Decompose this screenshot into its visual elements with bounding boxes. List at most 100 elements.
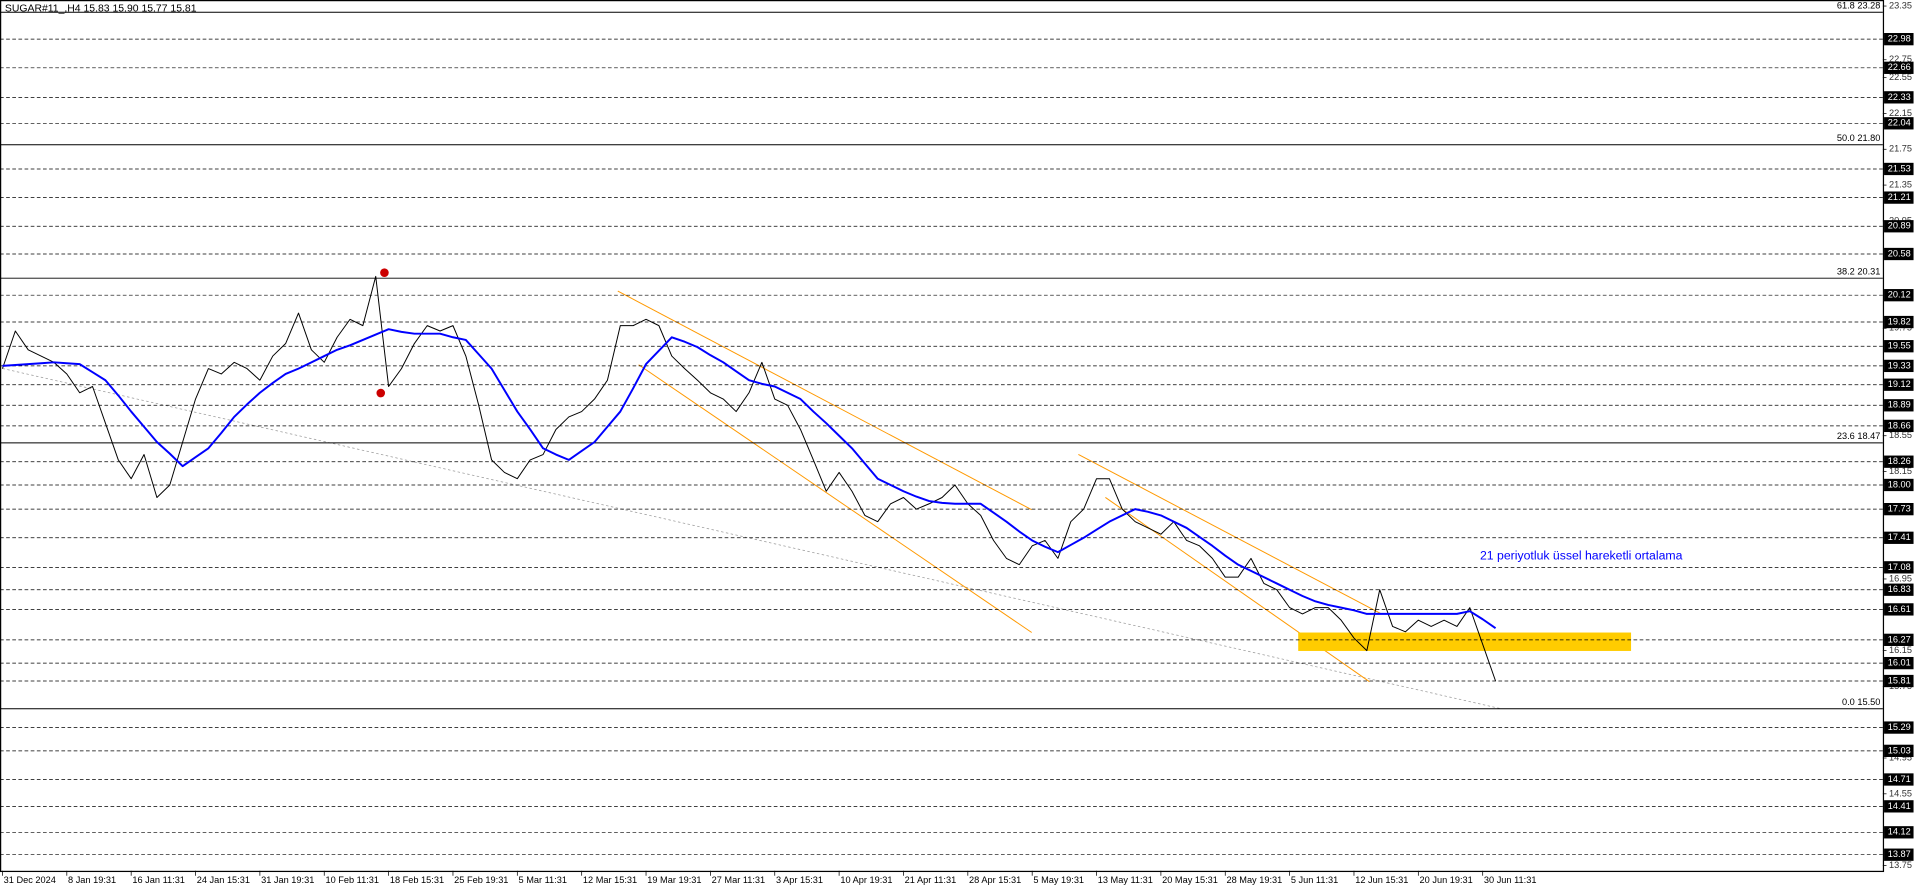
level-label: 17.73 bbox=[1888, 504, 1911, 514]
level-tag bbox=[1884, 721, 1914, 734]
level-tag bbox=[1884, 744, 1914, 757]
y-tick-label: 23.35 bbox=[1889, 0, 1912, 10]
y-tick-label: 22.75 bbox=[1889, 54, 1912, 64]
level-tag bbox=[1884, 848, 1914, 861]
level-label: 15.03 bbox=[1888, 745, 1911, 755]
y-tick-label: 21.35 bbox=[1889, 180, 1912, 190]
level-label: 21.21 bbox=[1888, 192, 1911, 202]
level-tag bbox=[1884, 378, 1914, 391]
level-label: 22.66 bbox=[1888, 62, 1911, 72]
x-tick-label: 8 Jan 19:31 bbox=[68, 875, 116, 885]
level-tag bbox=[1884, 289, 1914, 302]
level-label: 15.29 bbox=[1888, 722, 1911, 732]
level-tag bbox=[1884, 191, 1914, 204]
level-label: 19.33 bbox=[1888, 360, 1911, 370]
x-tick-label: 19 Mar 19:31 bbox=[647, 875, 701, 885]
y-tick-label: 18.55 bbox=[1889, 430, 1912, 440]
level-tag bbox=[1884, 340, 1914, 353]
level-label: 20.12 bbox=[1888, 290, 1911, 300]
level-tag bbox=[1884, 315, 1914, 329]
marker bbox=[376, 388, 386, 398]
y-tick-label: 13.75 bbox=[1889, 860, 1912, 870]
y-tick-label: 22.15 bbox=[1889, 108, 1912, 118]
level-label: 16.27 bbox=[1888, 634, 1911, 644]
level-tag bbox=[1884, 531, 1914, 544]
level-label: 18.26 bbox=[1888, 456, 1911, 466]
level-label: 19.12 bbox=[1888, 379, 1911, 389]
level-label: 16.83 bbox=[1888, 584, 1911, 594]
level-label: 15.81 bbox=[1888, 675, 1911, 685]
channel-line bbox=[617, 290, 1032, 511]
level-label: 16.61 bbox=[1888, 604, 1911, 614]
level-label: 22.33 bbox=[1888, 92, 1911, 102]
level-label: 14.12 bbox=[1888, 827, 1911, 837]
x-tick-label: 28 May 19:31 bbox=[1226, 875, 1282, 885]
channel-line bbox=[638, 364, 1032, 633]
x-tick-label: 3 Apr 15:31 bbox=[776, 875, 823, 885]
fib-label: 0.0 15.50 bbox=[1842, 697, 1880, 707]
x-tick-label: 12 Mar 15:31 bbox=[583, 875, 637, 885]
y-tick-label: 22.55 bbox=[1889, 72, 1912, 82]
price-line bbox=[1, 275, 1497, 682]
level-tag bbox=[1884, 220, 1914, 233]
level-tag bbox=[1884, 773, 1914, 786]
support-zone bbox=[1298, 632, 1632, 651]
chart-title: SUGAR#11_,H4 15.83 15.90 15.77 15.81 bbox=[5, 3, 197, 14]
x-tick-label: 31 Dec 2024 bbox=[4, 875, 56, 885]
ema-line bbox=[2, 328, 1497, 630]
y-tick-label: 16.15 bbox=[1889, 645, 1912, 655]
y-tick-label: 14.55 bbox=[1889, 788, 1912, 798]
y-tick-label: 21.75 bbox=[1889, 144, 1912, 154]
x-tick-label: 10 Feb 11:31 bbox=[325, 875, 379, 885]
level-label: 13.87 bbox=[1888, 849, 1911, 859]
trend-line bbox=[2, 368, 1501, 710]
level-tag bbox=[1884, 633, 1914, 646]
level-tag bbox=[1884, 674, 1914, 688]
channel-line bbox=[1078, 454, 1382, 615]
level-label: 17.08 bbox=[1888, 562, 1911, 572]
y-tick-label: 18.15 bbox=[1889, 466, 1912, 476]
level-tag bbox=[1884, 419, 1914, 433]
y-tick-label: 14.95 bbox=[1889, 752, 1912, 762]
x-tick-label: 12 Jun 15:31 bbox=[1355, 875, 1408, 885]
x-tick-label: 21 Apr 11:31 bbox=[905, 875, 957, 885]
x-tick-label: 28 Apr 15:31 bbox=[969, 875, 1021, 885]
level-label: 18.00 bbox=[1888, 479, 1911, 489]
marker bbox=[380, 268, 389, 277]
level-label: 22.98 bbox=[1888, 34, 1911, 44]
level-tag bbox=[1884, 478, 1914, 492]
level-tag bbox=[1884, 61, 1914, 74]
x-tick-label: 18 Feb 15:31 bbox=[390, 875, 444, 885]
level-tag bbox=[1884, 33, 1914, 46]
level-label: 16.01 bbox=[1888, 658, 1911, 668]
x-tick-label: 16 Jan 11:31 bbox=[132, 875, 185, 885]
level-tag bbox=[1884, 247, 1914, 261]
fib-label: 38.2 20.31 bbox=[1837, 266, 1880, 276]
level-tag bbox=[1884, 583, 1914, 596]
level-label: 19.55 bbox=[1888, 341, 1911, 351]
annotation: 21 periyotluk üssel hareketli ortalama bbox=[1480, 549, 1683, 563]
level-tag bbox=[1884, 503, 1914, 516]
level-label: 19.82 bbox=[1888, 316, 1911, 326]
level-tag bbox=[1884, 800, 1914, 813]
y-tick-label: 16.95 bbox=[1889, 573, 1912, 583]
x-tick-label: 5 Jun 11:31 bbox=[1291, 875, 1338, 885]
level-label: 18.89 bbox=[1888, 400, 1911, 410]
fib-label: 23.6 18.47 bbox=[1837, 431, 1880, 441]
level-label: 14.71 bbox=[1888, 774, 1911, 784]
level-tag bbox=[1884, 561, 1914, 574]
x-tick-label: 31 Jan 19:31 bbox=[261, 875, 314, 885]
x-tick-label: 24 Jan 15:31 bbox=[197, 875, 250, 885]
level-label: 18.66 bbox=[1888, 420, 1911, 430]
level-label: 22.04 bbox=[1888, 118, 1911, 128]
level-label: 20.58 bbox=[1888, 248, 1911, 258]
x-tick-label: 27 Mar 11:31 bbox=[712, 875, 766, 885]
level-tag bbox=[1884, 117, 1914, 130]
level-label: 14.41 bbox=[1888, 801, 1911, 811]
level-label: 21.53 bbox=[1888, 163, 1911, 173]
x-tick-label: 10 Apr 19:31 bbox=[840, 875, 892, 885]
level-tag bbox=[1884, 359, 1914, 373]
